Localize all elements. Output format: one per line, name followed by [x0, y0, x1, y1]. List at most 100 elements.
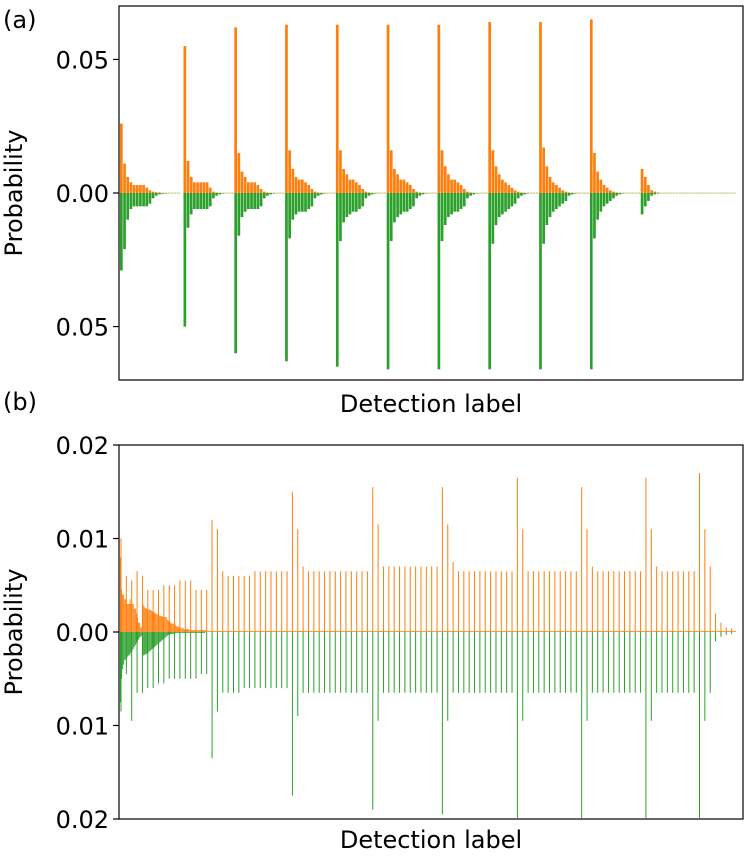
bar-positive [154, 192, 158, 193]
bar-positive [421, 631, 423, 632]
bar-positive [148, 190, 152, 193]
bar-positive [466, 631, 468, 632]
bar-positive [655, 631, 656, 632]
bar-positive [533, 631, 535, 632]
bar-negative [165, 632, 167, 637]
bar-positive [364, 631, 365, 632]
bar-positive [142, 184, 145, 193]
bar-positive [577, 631, 579, 632]
bar-positive [518, 631, 520, 632]
bar-positive [341, 631, 343, 632]
bar-negative [125, 632, 127, 661]
bar-positive [214, 631, 216, 632]
bar-negative [472, 193, 476, 195]
bar-positive [351, 179, 355, 193]
bar-negative [593, 193, 596, 239]
bar-positive [373, 631, 375, 632]
bar-positive [213, 631, 215, 632]
bar-positive [256, 184, 260, 193]
bar-positive [315, 631, 316, 632]
bar-positive [494, 166, 498, 193]
bar-positive [426, 631, 428, 632]
bar-negative [135, 193, 139, 207]
bar-positive [123, 594, 125, 632]
bar-positive [182, 628, 184, 632]
bar-positive [370, 631, 372, 632]
bar-negative [156, 632, 158, 646]
bar-positive [193, 182, 196, 193]
bar-negative [149, 632, 151, 651]
bar-positive [498, 631, 500, 632]
bar-positive [240, 171, 244, 193]
bar-positive [578, 631, 580, 632]
bar-positive [553, 631, 555, 632]
bar-negative [178, 632, 180, 633]
bar-negative [126, 193, 130, 220]
bar-positive [715, 631, 717, 632]
bar-positive [205, 630, 207, 632]
bar-positive [139, 622, 141, 632]
bar-negative [291, 193, 295, 220]
bar-positive [433, 631, 435, 632]
bar-positive [177, 626, 179, 632]
bar-positive [545, 631, 547, 632]
bar-positive [716, 631, 718, 632]
bar-positive [537, 631, 539, 632]
bar-positive [558, 187, 561, 193]
bar-positive [523, 631, 525, 632]
y-tick-label: 0.02 [56, 432, 109, 460]
bar-positive [582, 631, 584, 632]
bar-positive [494, 631, 495, 632]
bar-positive [430, 631, 432, 632]
bar-negative [259, 193, 263, 207]
bar-positive [261, 631, 263, 632]
bar-positive [438, 631, 440, 632]
bar-positive [229, 631, 231, 632]
bar-negative [123, 632, 125, 665]
bar-positive [649, 631, 651, 632]
bar-negative [183, 632, 185, 633]
bar-positive [619, 631, 621, 632]
bar-positive [718, 631, 720, 632]
bar-positive [569, 631, 571, 632]
bar-positive [166, 619, 168, 632]
bar-positive [580, 631, 582, 632]
bar-negative [345, 193, 349, 218]
bar-positive [288, 150, 291, 193]
bar-positive [186, 629, 187, 632]
bar-positive [422, 631, 424, 632]
bar-positive [467, 631, 469, 632]
bar-negative [494, 193, 498, 226]
bar-positive [462, 188, 466, 193]
bar-positive [610, 631, 612, 632]
bar-positive [212, 191, 215, 193]
bar-negative [253, 193, 257, 210]
bar-negative [462, 193, 466, 207]
bar-positive [451, 631, 453, 632]
bar-positive [469, 631, 471, 632]
bar-positive [279, 631, 281, 632]
bar-positive [310, 188, 314, 193]
bar-positive [255, 631, 257, 632]
bar-positive [342, 168, 345, 193]
bar-positive [224, 631, 226, 632]
bar-positive [689, 631, 691, 632]
bar-positive [292, 631, 294, 632]
bar-positive [149, 609, 151, 632]
bar-positive [198, 630, 200, 632]
panel-a-x-axis-title: Detection label [340, 390, 522, 418]
bar-negative [167, 632, 169, 635]
bar-positive [705, 631, 706, 632]
bar-negative [335, 193, 339, 367]
bar-positive [643, 631, 645, 632]
bar-positive [215, 192, 218, 193]
bar-positive [371, 631, 373, 632]
bar-positive [396, 631, 397, 632]
bar-positive [519, 631, 521, 632]
bar-negative [166, 632, 168, 636]
bar-positive [453, 631, 455, 632]
bar-negative [621, 193, 625, 194]
bar-positive [250, 631, 251, 632]
bar-positive [564, 631, 566, 632]
bar-negative [161, 632, 163, 641]
